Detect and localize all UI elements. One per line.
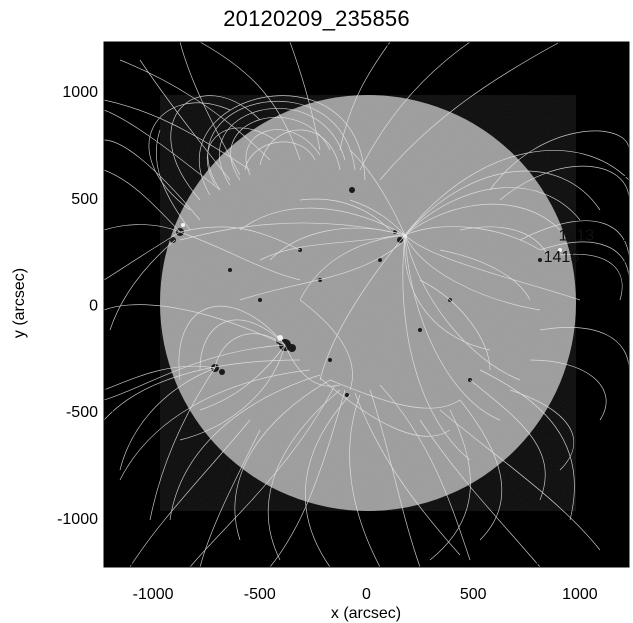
active-region-label: 1415 [544, 249, 580, 266]
plot-title: 20120209_235856 [223, 6, 410, 31]
x-tick-label: 500 [460, 586, 487, 603]
active-region-label: 1413 [559, 227, 595, 244]
disk-texture [160, 95, 576, 511]
field-lines [104, 42, 629, 567]
x-tick-labels: -1000 -500 0 500 1000 [133, 586, 598, 603]
active-region-labels: 1413 1415 [544, 227, 595, 265]
x-tick-label: 1000 [562, 586, 598, 603]
y-tick-labels: 1000 500 0 -500 -1000 [57, 84, 98, 528]
x-axis-title: x (arcsec) [331, 605, 401, 622]
x-tick-label: 0 [362, 586, 371, 603]
axis-ticks [104, 42, 629, 567]
y-tick-label: -500 [66, 404, 98, 421]
y-tick-label: 0 [89, 298, 98, 315]
y-tick-label: -1000 [57, 511, 98, 528]
y-axis-title: y (arcsec) [11, 268, 28, 338]
x-tick-label: -500 [244, 586, 276, 603]
y-tick-label: 1000 [62, 84, 98, 101]
y-tick-label: 500 [71, 191, 98, 208]
x-tick-label: -1000 [133, 586, 174, 603]
